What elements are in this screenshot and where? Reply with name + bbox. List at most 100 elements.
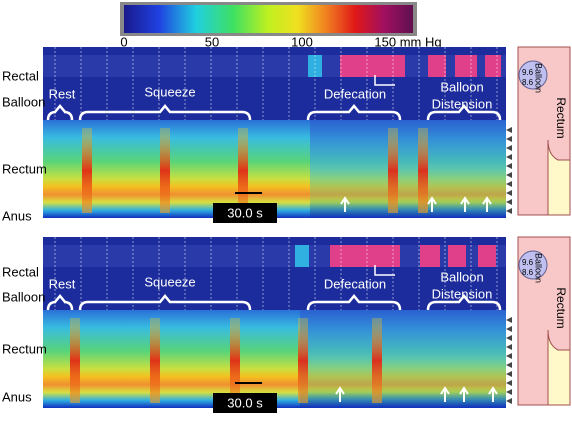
depth-arrow [506, 145, 512, 151]
row-label: Anus [2, 389, 32, 404]
depth-arrow [506, 353, 512, 359]
marker-arrow [440, 386, 450, 402]
diagram-reading: 8.6 [522, 78, 534, 87]
phase-label: Squeeze [144, 84, 195, 99]
colorbar-tick: 0 [120, 34, 127, 49]
diagram-reading: 9.6 [522, 68, 534, 77]
diagram-balloon-label: Balloon [534, 63, 544, 93]
streak [388, 128, 398, 213]
streak [230, 318, 240, 403]
streak [70, 318, 80, 403]
colorbar-tick: 100 [291, 34, 313, 49]
phase-label: Squeeze [144, 274, 195, 289]
phase-label: Distension [432, 96, 493, 111]
marker-arrow [460, 196, 470, 212]
phase-label: Defecation [324, 86, 386, 101]
marker-label: 3 [490, 407, 497, 421]
balloon-pointer [374, 265, 395, 276]
brace [306, 294, 402, 311]
pressure-block [330, 245, 400, 267]
scale-box [213, 203, 277, 223]
scale-box [213, 393, 277, 413]
marker-label: 1 [442, 407, 449, 421]
depth-arrow [506, 362, 512, 368]
depth-arrow [506, 190, 512, 196]
row-label: Rectum [2, 161, 47, 176]
streak [372, 318, 382, 403]
diagram-label: Rectum [554, 287, 568, 328]
streak [298, 318, 308, 403]
brace [426, 294, 502, 311]
marker-label: 2 [337, 407, 344, 421]
panels: Rest Squeeze Defecation Balloon Distension Re… [2, 46, 571, 421]
panel: Rest Squeeze Defecation Balloon Distension Re… [2, 236, 571, 421]
row-label: Rectum [2, 341, 47, 356]
depth-arrow [506, 172, 512, 178]
marker-label: 1 [429, 217, 436, 231]
brace [78, 104, 252, 121]
pressure-block [308, 55, 322, 77]
diagram-label: Rectum [554, 97, 568, 138]
marker-arrow [335, 386, 345, 402]
pressure-block [485, 55, 501, 77]
diagram-reading: 9.6 [522, 258, 534, 267]
phase-label: Balloon [440, 79, 483, 94]
marker-arrow [427, 196, 437, 212]
marker-label: 3 [484, 217, 491, 231]
phase-label: Rest [49, 86, 76, 101]
brace [46, 294, 74, 311]
row-label: Anus [2, 208, 32, 223]
pressure-block [455, 55, 477, 77]
depth-arrow [506, 326, 512, 332]
brace [46, 104, 74, 121]
panel: Rest Squeeze Defecation Balloon Distension Re… [2, 46, 571, 231]
phase-label: Defecation [324, 276, 386, 291]
streak [82, 128, 92, 213]
depth-arrow [506, 181, 512, 187]
marker-arrow [488, 386, 498, 402]
colorbar-ticks: 0 50 100 150 mm Hg [120, 34, 441, 49]
colorbar [124, 5, 413, 33]
pressure-block [295, 245, 309, 267]
balloon-pointer [374, 75, 395, 86]
scale-label: 30.0 s [227, 395, 263, 410]
diagram-balloon [518, 60, 548, 90]
pressure-block [340, 55, 405, 77]
depth-arrow [506, 136, 512, 142]
depth-arrow [506, 163, 512, 169]
phase-label: Distension [432, 286, 493, 301]
row-label: Rectal [2, 264, 39, 279]
row-label: Balloon [2, 289, 45, 304]
depth-arrow [506, 380, 512, 386]
diagram-reading: 8.6 [522, 268, 534, 277]
depth-arrow [506, 335, 512, 341]
streak [418, 128, 428, 213]
diagram-anus [547, 329, 571, 406]
marker-label: 2 [342, 217, 349, 231]
colorbar-tick: 150 mm Hg [374, 34, 441, 49]
row-label: Rectal [2, 68, 39, 83]
brace [426, 104, 502, 121]
streak [150, 318, 160, 403]
pressure-block [448, 245, 466, 267]
marker-arrow [482, 196, 492, 212]
marker-label: 2 [461, 407, 468, 421]
depth-arrow [506, 398, 512, 404]
depth-arrow [506, 199, 512, 205]
pressure-block [420, 245, 440, 267]
pressure-block [478, 245, 496, 267]
depth-arrow [506, 344, 512, 350]
phase-label: Balloon [440, 269, 483, 284]
depth-arrow [506, 154, 512, 160]
diagram-anus [547, 139, 571, 216]
diagram-balloon [518, 250, 548, 280]
diagram-balloon-label: Balloon [534, 253, 544, 283]
colorbar-tick: 50 [205, 34, 219, 49]
marker-arrow [340, 196, 350, 212]
heatmap-cool [300, 310, 506, 408]
streak [160, 128, 170, 213]
pressure-block [428, 55, 446, 77]
scale-label: 30.0 s [227, 205, 263, 220]
phase-label: Rest [49, 276, 76, 291]
